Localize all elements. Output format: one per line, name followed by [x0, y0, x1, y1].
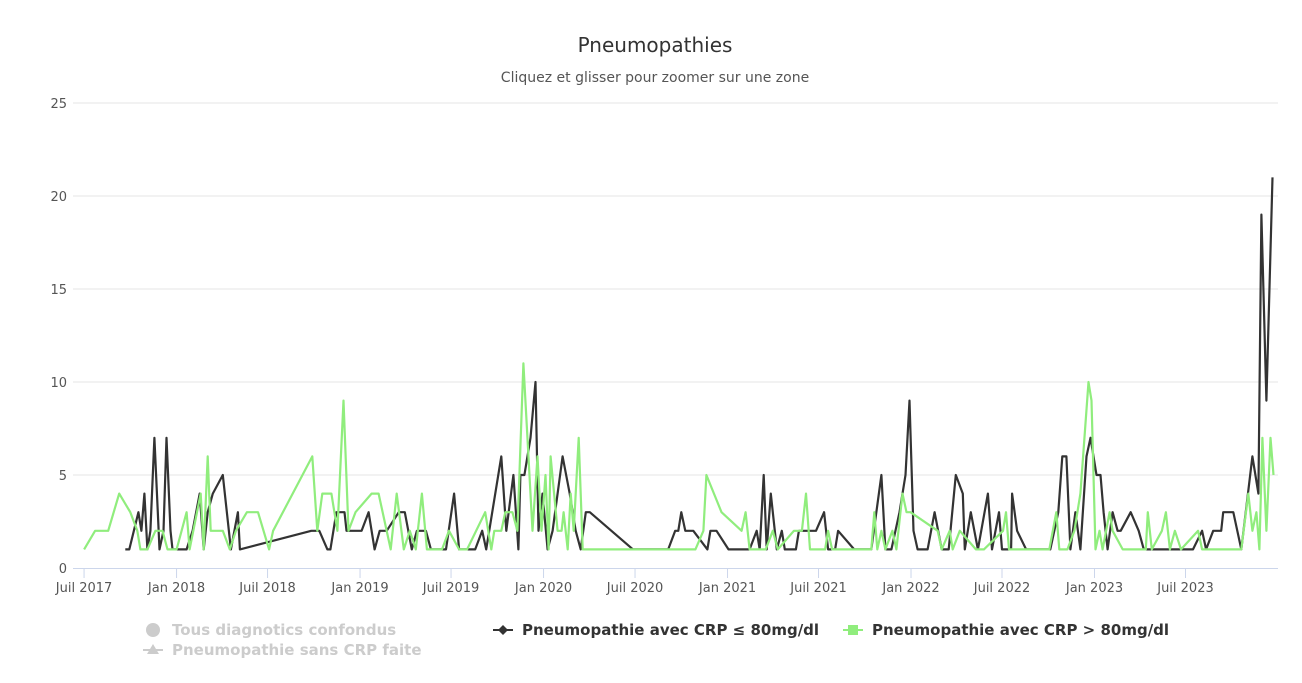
y-gridlines	[73, 102, 1278, 476]
legend-item[interactable]: Pneumopathie avec CRP > 80mg/dl	[843, 621, 1169, 639]
x-tick-label: Juil 2021	[789, 581, 847, 596]
x-tick-label: Juil 2017	[55, 581, 113, 596]
legend-label: Pneumopathie sans CRP faite	[172, 641, 422, 659]
y-tick-label: 0	[59, 562, 67, 577]
chart-title: Pneumopathies	[578, 33, 733, 57]
legend-label: Pneumopathie avec CRP ≤ 80mg/dl	[522, 621, 819, 639]
x-tick-label: Juil 2020	[606, 581, 664, 596]
x-tick-label: Juil 2018	[238, 581, 296, 596]
x-tick-label: Juil 2023	[1156, 581, 1214, 596]
y-tick-label: 20	[50, 190, 67, 205]
legend-item[interactable]: Tous diagnotics confondus	[146, 621, 396, 639]
y-tick-label: 5	[59, 469, 67, 484]
legend-item[interactable]: Pneumopathie avec CRP ≤ 80mg/dl	[493, 621, 819, 639]
diamond-marker-icon	[498, 625, 508, 635]
y-tick-label: 10	[50, 376, 67, 391]
series-line-crp-low	[125, 177, 1274, 551]
circle-marker-icon	[146, 623, 160, 637]
legend: Tous diagnotics confondus Pneumopathie sa…	[143, 621, 1169, 659]
y-tick-label: 15	[50, 283, 67, 298]
legend-label: Pneumopathie avec CRP > 80mg/dl	[872, 621, 1169, 639]
triangle-marker-icon	[147, 644, 159, 654]
x-tick-label: Jan 2018	[147, 581, 205, 596]
plot-series	[83, 177, 1275, 551]
x-tick-label: Jan 2020	[514, 581, 572, 596]
legend-item[interactable]: Pneumopathie sans CRP faite	[143, 641, 422, 659]
y-tick-label: 25	[50, 97, 67, 112]
legend-label: Tous diagnotics confondus	[172, 621, 396, 639]
x-tick-label: Jan 2019	[330, 581, 388, 596]
series-line-crp-high	[83, 362, 1275, 551]
x-tick-label: Jan 2022	[881, 581, 939, 596]
x-tick-label: Jan 2023	[1065, 581, 1123, 596]
y-axis: 0 5 10 15 20 25	[50, 97, 67, 577]
x-axis: Juil 2017 Jan 2018 Juil 2018 Jan 2019 Juil 2…	[55, 568, 1278, 596]
x-tick-label: Juil 2022	[973, 581, 1031, 596]
x-tick-label: Juil 2019	[422, 581, 480, 596]
chart-subtitle: Cliquez et glisser pour zoomer sur une z…	[501, 70, 809, 86]
square-marker-icon	[848, 625, 858, 635]
x-tick-label: Jan 2021	[698, 581, 756, 596]
